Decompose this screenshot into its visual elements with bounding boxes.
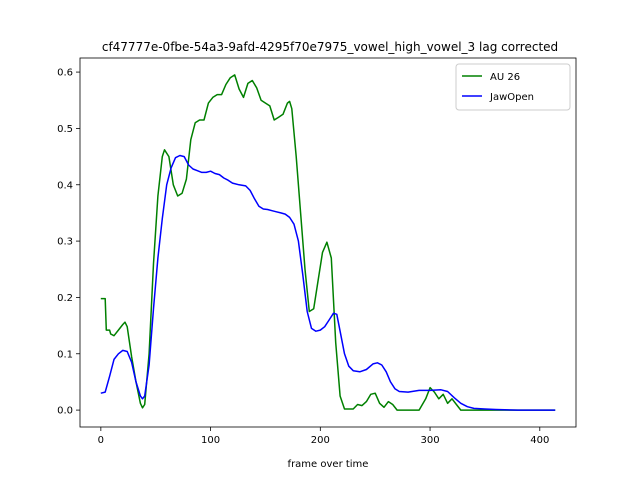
legend-box bbox=[455, 63, 571, 111]
x-tick-label: 0 bbox=[98, 435, 104, 446]
legend-label-1: AU 26 bbox=[490, 72, 520, 83]
plot-frame bbox=[79, 57, 577, 428]
series-line-2 bbox=[100, 154, 556, 411]
y-tick-label: 0.2 bbox=[57, 293, 73, 304]
x-tick-label: 400 bbox=[530, 435, 549, 446]
x-tick-label: 100 bbox=[201, 435, 220, 446]
y-axis: 0.0 0.1 0.2 0.3 0.4 0.5 0.6 bbox=[57, 68, 80, 417]
y-tick-label: 0.0 bbox=[57, 406, 73, 417]
y-tick-label: 0.6 bbox=[57, 68, 73, 79]
legend: AU 26 JawOpen bbox=[455, 63, 571, 111]
series-line-1 bbox=[100, 74, 556, 411]
y-tick-label: 0.3 bbox=[57, 237, 73, 248]
x-tick-label: 200 bbox=[311, 435, 330, 446]
y-tick-label: 0.5 bbox=[57, 124, 73, 135]
chart-title: cf47777e-0fbe-54a3-9afd-4295f70e7975_vow… bbox=[102, 40, 558, 54]
x-tick-label: 300 bbox=[421, 435, 440, 446]
legend-label-2: JawOpen bbox=[489, 92, 534, 103]
x-axis-label: frame over time bbox=[288, 459, 369, 470]
plot-lines bbox=[100, 74, 556, 411]
x-axis: 0 100 200 300 400 bbox=[98, 427, 549, 446]
y-tick-label: 0.4 bbox=[57, 180, 73, 191]
y-tick-label: 0.1 bbox=[57, 349, 73, 360]
